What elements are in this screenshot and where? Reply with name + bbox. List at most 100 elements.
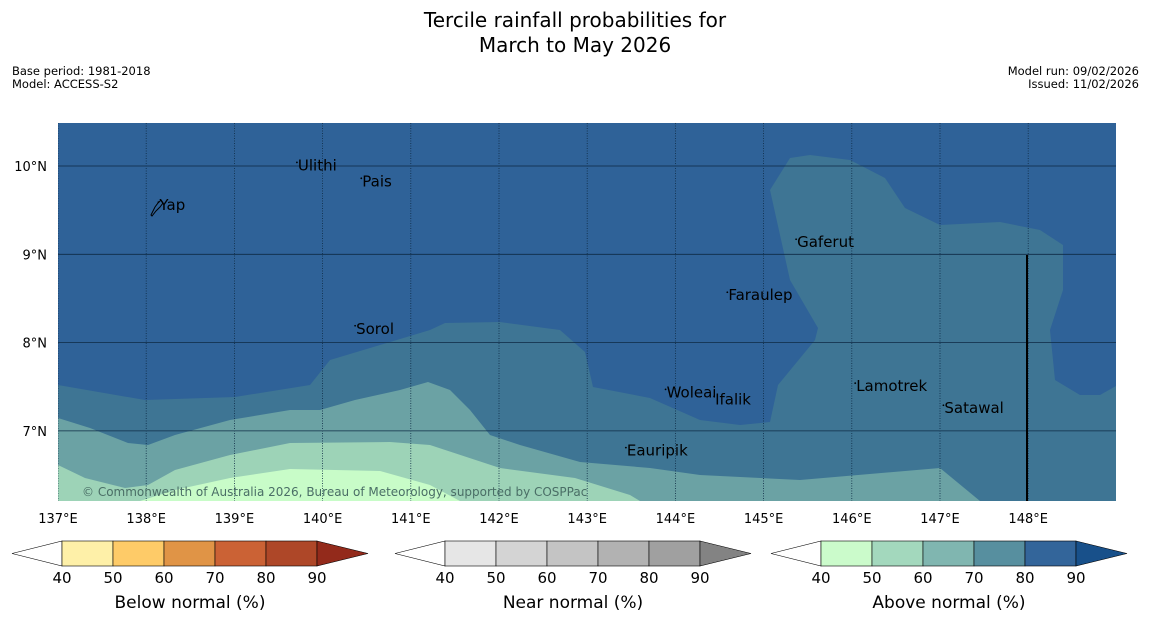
place-label-ulithi: Ulithi [298,156,337,174]
place-label-sorol: Sorol [356,320,394,338]
lon-tick-label: 145°E [744,512,784,527]
colorbar-extend-high [699,540,752,567]
place-marker-lamotrek [854,382,857,385]
lon-tick-label: 138°E [126,512,166,527]
place-marker-faraulep [726,291,729,294]
colorbar-tick-label: 40 [52,569,71,587]
colorbar-extend-high [1075,540,1128,567]
colorbar-segment [597,540,650,567]
lon-tick-label: 141°E [391,512,431,527]
zone-near-40-band [140,469,460,501]
colorbar-tick-label: 90 [690,569,709,587]
colorbar-tick-label: 90 [1066,569,1085,587]
map-title: Tercile rainfall probabilities for March… [0,8,1150,58]
place-labels: Yap Ulithi Pais Sorol Gaferut Faraulep WoleaiI… [157,156,1004,460]
model-run-text: Model run: 09/02/2026 [1007,64,1139,78]
place-label-faraulep: Faraulep [728,286,792,304]
colorbar-tick-label: 60 [913,569,932,587]
lat-tick-labels: 10°N 9°N 8°N 7°N [14,160,47,440]
lon-tick-label: 147°E [920,512,960,527]
colorbar-tick-label: 80 [256,569,275,587]
place-label-satawal: Satawal [944,399,1003,417]
colorbar-extend-low [770,540,822,567]
lon-tick-label: 144°E [656,512,696,527]
yap-island-outline [150,199,164,217]
colorbar-segment [61,540,114,567]
colorbar-tick-label: 40 [811,569,830,587]
colorbar-segment [973,540,1026,567]
copyright-text: © Commonwealth of Australia 2026, Bureau… [82,485,587,499]
place-marker-gaferut [795,238,798,241]
colorbar-segment [214,540,267,567]
place-marker-sorol [354,324,357,327]
place-label-ifalik: Ifalik [715,390,751,408]
lat-tick-label: 7°N [23,425,48,440]
colorbar-tick-label: 70 [964,569,983,587]
colorbar-label-above: Above normal (%) [872,593,1026,613]
meta-left: Base period: 1981-2018 Model: ACCESS-S2 [12,65,151,91]
lat-tick-label: 10°N [14,160,47,175]
colorbar-label-below: Below normal (%) [114,593,266,613]
colorbar-tick-label: 90 [307,569,326,587]
place-marker-eauripik [624,446,627,449]
lon-tick-label: 140°E [303,512,343,527]
place-marker-ulithi [296,161,298,164]
colorbar-segment [922,540,975,567]
place-marker-pais [360,177,363,180]
lat-tick-label: 8°N [23,337,48,352]
colorbar-segment [648,540,701,567]
colorbar-extend-low [11,540,63,567]
colorbar-segment [265,540,318,567]
lon-tick-label: 137°E [38,512,78,527]
colorbars: 40 50 60 70 80 90 40 50 60 70 80 90 40 50 60 70 80 90 [11,540,1128,587]
title-line-1: Tercile rainfall probabilities for [423,8,727,32]
grid-lines [58,123,1116,501]
colorbar-tick-label: 50 [486,569,505,587]
meta-right: Model run: 09/02/2026 Issued: 11/02/2026 [1008,65,1139,91]
colorbar-tick-label: 80 [639,569,658,587]
place-marker-ifalik [713,395,715,398]
colorbar-tick-label: 80 [1015,569,1034,587]
colorbar-near: 40 50 60 70 80 90 [394,540,752,587]
lon-tick-label: 139°E [215,512,255,527]
colorbar-segment [112,540,165,567]
colorbar-tick-label: 50 [862,569,881,587]
colorbar-segment [444,540,497,567]
lon-tick-label: 142°E [479,512,519,527]
colorbar-extend-high [316,540,369,567]
colorbar-tick-label: 70 [205,569,224,587]
colorbar-tick-label: 60 [154,569,173,587]
lon-tick-label: 148°E [1008,512,1048,527]
colorbar-tick-label: 50 [103,569,122,587]
colorbar-segment [871,540,924,567]
lon-tick-labels: 137°E 138°E 139°E 140°E 141°E 142°E 143°E 144°E… [38,512,1048,527]
base-period-text: Base period: 1981-2018 [12,64,151,78]
colorbar-segment [1024,540,1077,567]
colorbar-below: 40 50 60 70 80 90 [11,540,369,587]
place-label-yap: Yap [158,196,185,214]
place-label-woleai: Woleai [667,383,717,401]
place-label-pais: Pais [362,172,392,190]
title-line-2: March to May 2026 [478,33,672,57]
colorbar-segment [163,540,216,567]
map-area: Yap Ulithi Pais Sorol Gaferut Faraulep WoleaiI… [58,123,1116,501]
colorbar-tick-label: 70 [588,569,607,587]
colorbar-above: 40 50 60 70 80 90 [770,540,1128,587]
model-text: Model: ACCESS-S2 [12,77,119,91]
colorbar-tick-label: 40 [435,569,454,587]
colorbar-segment [546,540,599,567]
place-label-gaferut: Gaferut [797,233,854,251]
colorbar-segment [495,540,548,567]
lat-tick-label: 9°N [23,248,48,263]
colorbar-segment [820,540,873,567]
colorbar-extend-low [394,540,446,567]
lon-tick-label: 146°E [832,512,872,527]
issued-text: Issued: 11/02/2026 [1028,77,1139,91]
lon-tick-label: 143°E [567,512,607,527]
colorbar-label-near: Near normal (%) [502,593,644,613]
place-label-eauripik: Eauripik [627,442,688,460]
colorbar-tick-label: 60 [537,569,556,587]
place-marker-woleai [664,388,667,391]
place-marker-satawal [942,404,945,407]
